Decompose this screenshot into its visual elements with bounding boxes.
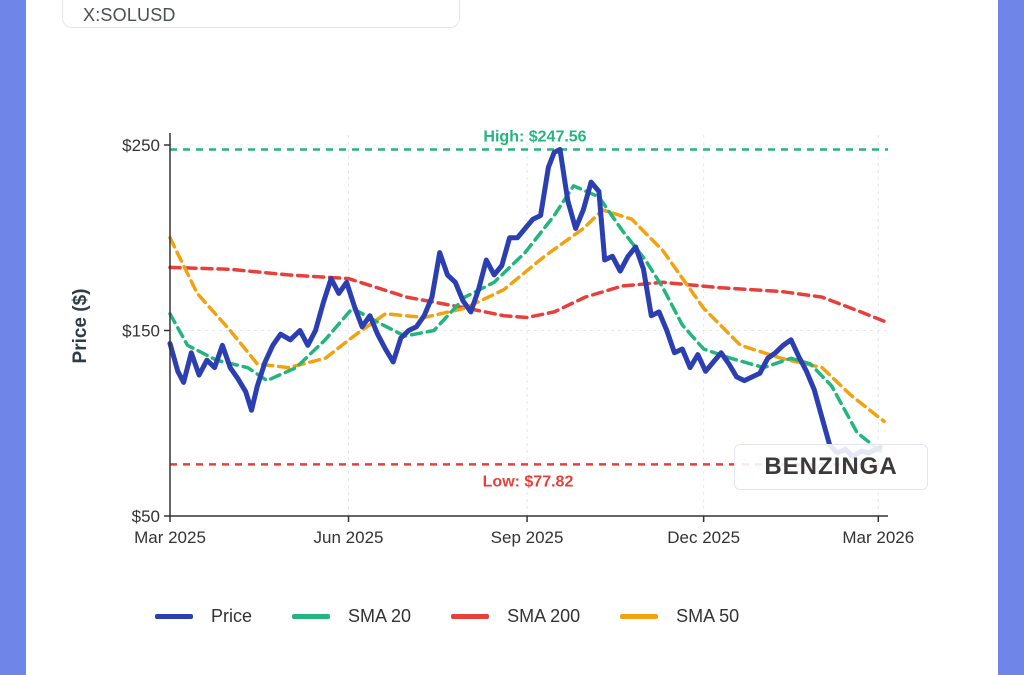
legend-label-sma20: SMA 20 [348,605,412,626]
chart-legend: Price SMA 20 SMA 200 SMA 50 [155,604,779,628]
series-line-sma200 [168,265,886,323]
legend-swatch-price [155,613,193,619]
series-line-price [167,147,883,460]
series-layer [167,147,886,460]
legend-item-sma20[interactable]: SMA 20 [292,606,411,627]
legend-item-price[interactable]: Price [155,606,252,627]
legend-swatch-sma20 [292,613,331,619]
y-tick-label: $150 [122,322,160,341]
legend-label-sma50: SMA 50 [676,605,740,626]
ticker-symbol: X:SOLUSD [83,5,176,25]
legend-swatch-sma50 [620,613,659,619]
x-tick-label: Mar 2025 [134,528,206,547]
axes-layer: $250 $150 $50 Mar 2025 Jun 2025 Sep 2025 Dec 2… [122,133,914,547]
legend-swatch-sma200 [451,613,490,619]
legend-label-price: Price [211,605,253,626]
legend-item-sma200[interactable]: SMA 200 [451,606,580,627]
y-tick-label: $50 [132,507,160,526]
ticker-box: X:SOLUSD [62,0,460,28]
legend-item-sma50[interactable]: SMA 50 [620,606,739,627]
series-line-sma20 [168,184,882,453]
low-label: Low: $77.82 [483,473,574,490]
benzinga-watermark: BENZINGA [734,444,928,490]
x-tick-label: Jun 2025 [314,528,384,547]
y-axis-label: Price ($) [70,289,91,364]
y-tick-label: $250 [122,136,160,155]
chart-card: X:SOLUSD [26,0,998,675]
watermark-text: BENZINGA [764,453,898,480]
x-tick-label: Dec 2025 [667,528,740,547]
reference-lines: High: $247.56 Low: $77.82 [170,129,888,490]
series-line-sma50 [168,208,886,424]
x-tick-label: Sep 2025 [491,528,564,547]
legend-label-sma200: SMA 200 [507,605,581,626]
high-label: High: $247.56 [483,129,586,146]
x-tick-label: Mar 2026 [842,528,914,547]
